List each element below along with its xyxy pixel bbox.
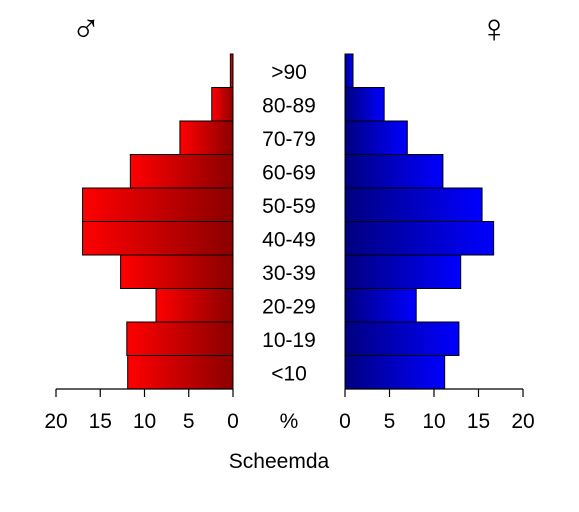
female-bar-5 <box>344 187 483 222</box>
female-bar-1 <box>344 321 460 356</box>
male-bar-9 <box>229 53 234 88</box>
female-tick-label-2: 10 <box>422 410 445 433</box>
female-bar-4 <box>344 221 495 256</box>
female-tick-label-0: 0 <box>339 410 351 433</box>
age-group-label-1: 10-19 <box>262 329 316 352</box>
male-tick-label-2: 10 <box>133 410 156 433</box>
female-tick-label-1: 5 <box>384 410 396 433</box>
age-group-label-7: 70-79 <box>262 128 316 151</box>
female-x-axis: 0 5 10 15 20 <box>339 388 535 433</box>
male-bar-2 <box>155 288 234 323</box>
age-group-label-4: 40-49 <box>262 228 316 251</box>
male-bar-7 <box>179 120 234 155</box>
age-group-label-0: <10 <box>271 362 307 385</box>
male-bar-4 <box>82 221 234 256</box>
male-tick-label-1: 15 <box>89 410 112 433</box>
female-bar-6 <box>344 154 444 189</box>
x-axis-label: Scheemda <box>229 450 330 473</box>
male-bar-5 <box>82 187 234 222</box>
age-group-label-6: 60-69 <box>262 161 316 184</box>
female-tick-label-3: 15 <box>467 410 490 433</box>
male-symbol-icon: ♂ <box>71 7 101 51</box>
age-group-label-8: 80-89 <box>262 94 316 117</box>
age-group-label-9: >90 <box>271 61 307 84</box>
male-tick-label-0: 20 <box>44 410 67 433</box>
male-x-axis: 20 15 10 5 0 <box>44 388 239 433</box>
male-bar-8 <box>211 87 234 122</box>
age-group-labels: <10 10-19 20-29 30-39 40-49 50-59 60-69 70-79 80… <box>262 61 316 386</box>
female-bar-9 <box>344 53 354 88</box>
female-bar-2 <box>344 288 417 323</box>
male-bars <box>82 53 234 390</box>
male-bar-0 <box>127 355 234 390</box>
age-group-label-3: 30-39 <box>262 262 316 285</box>
age-group-label-5: 50-59 <box>262 195 316 218</box>
female-bar-7 <box>344 120 408 155</box>
female-bar-0 <box>344 355 446 390</box>
female-bar-8 <box>344 87 385 122</box>
male-tick-label-4: 0 <box>227 410 239 433</box>
male-bar-3 <box>120 254 234 289</box>
male-bar-6 <box>129 154 234 189</box>
center-axis-label: % <box>280 410 299 433</box>
age-group-label-2: 20-29 <box>262 295 316 318</box>
female-bars <box>344 53 495 390</box>
female-tick-label-4: 20 <box>511 410 534 433</box>
male-bar-1 <box>126 321 234 356</box>
male-tick-label-3: 5 <box>183 410 195 433</box>
female-symbol-icon: ♀ <box>479 7 509 51</box>
female-bar-3 <box>344 254 462 289</box>
